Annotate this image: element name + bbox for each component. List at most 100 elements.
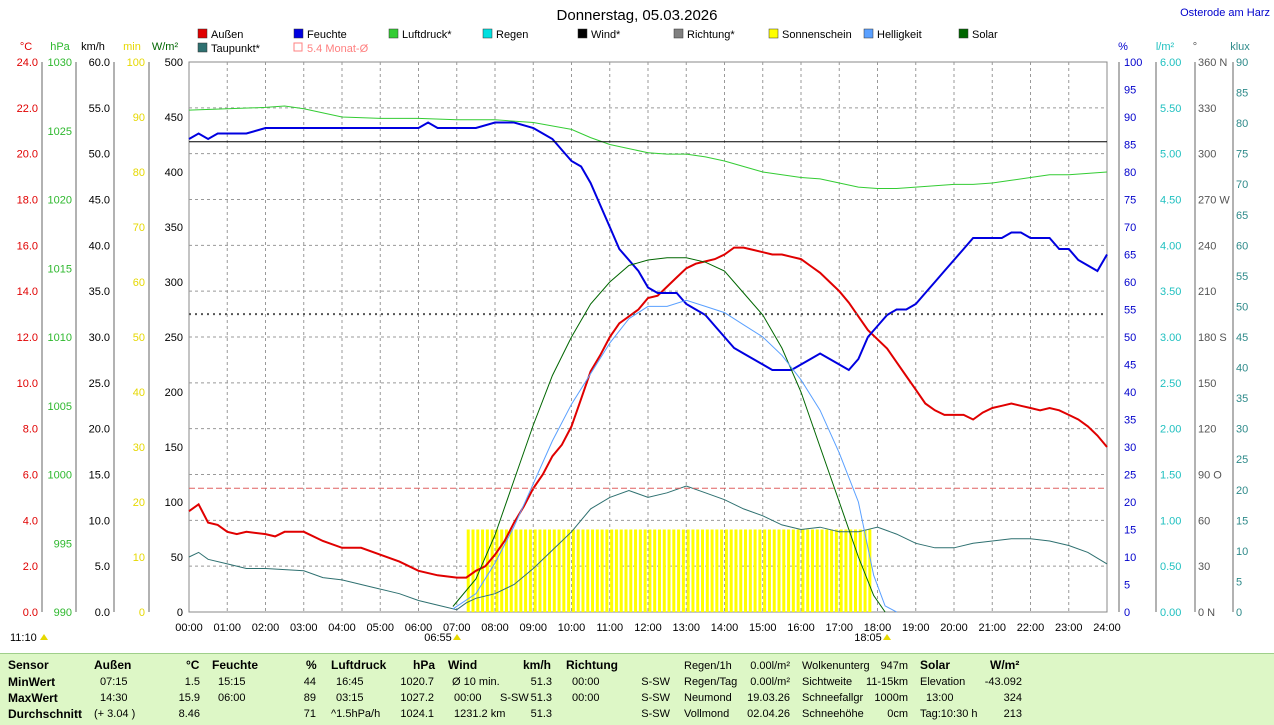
sunshine-bar xyxy=(557,529,561,612)
temp-axis-tick: 6.0 xyxy=(23,470,38,482)
lux-axis-tick: 85 xyxy=(1236,88,1248,100)
weather-value: 0cm xyxy=(887,708,908,720)
sunshine-bar xyxy=(729,529,733,612)
rain-axis-tick: 2.00 xyxy=(1160,424,1181,436)
stats-cell: 15:15 xyxy=(218,676,246,688)
stats-cell: 51.3 xyxy=(530,692,552,704)
x-tick-label: 03:00 xyxy=(290,622,318,634)
rain-value: 02.04.26 xyxy=(747,708,790,720)
humidity-axis-tick: 55 xyxy=(1124,305,1136,317)
humidity-axis-tick: 45 xyxy=(1124,360,1136,372)
direction-axis-tick: 300 xyxy=(1198,149,1216,161)
legend-label: Außen xyxy=(211,29,243,41)
legend-swatch xyxy=(293,42,303,52)
temp-axis-tick: 10.0 xyxy=(17,378,38,390)
sunshine-bar xyxy=(868,529,872,612)
solar-value: -43.092 xyxy=(984,676,1022,688)
sun-axis-tick: 20 xyxy=(133,497,145,509)
sunset-marker: 18:05 xyxy=(854,632,882,644)
now-marker: 11:10 xyxy=(10,632,37,644)
legend-swatch xyxy=(958,28,969,39)
stats-row-label: Durchschnitt xyxy=(8,707,83,721)
sunshine-bar xyxy=(509,529,513,612)
sunshine-bar xyxy=(495,529,499,612)
sunshine-bar xyxy=(839,529,843,612)
stats-cell: 44 xyxy=(303,676,316,688)
solar-axis-tick: 50 xyxy=(171,552,183,564)
sunshine-bar xyxy=(739,529,743,612)
solar-label: 13:00 xyxy=(926,692,954,704)
sunshine-bar xyxy=(581,529,585,612)
rain-value: 0.00l/m² xyxy=(750,676,790,688)
legend-label: Wind* xyxy=(591,29,621,41)
stats-header-aussen: Außen xyxy=(94,658,132,672)
sunshine-bar xyxy=(466,529,470,612)
stats-cell: 8.46 xyxy=(178,708,200,720)
chart-title: Donnerstag, 05.03.2026 xyxy=(557,7,718,24)
sunshine-bar xyxy=(471,529,475,612)
sun-axis-tick: 40 xyxy=(133,387,145,399)
lux-axis-tick: 75 xyxy=(1236,149,1248,161)
humidity-axis-tick: 20 xyxy=(1124,497,1136,509)
sunshine-bar xyxy=(481,529,485,612)
temp-axis-tick: 16.0 xyxy=(17,240,38,252)
sunshine-bar xyxy=(748,529,752,612)
sun-axis-tick: 10 xyxy=(133,552,145,564)
solar-axis-tick: 300 xyxy=(165,277,183,289)
sunshine-bar xyxy=(681,529,685,612)
sunshine-bar xyxy=(533,529,537,612)
sunshine-bar xyxy=(500,529,504,612)
sunshine-bar xyxy=(595,529,599,612)
stats-header-wind-unit: km/h xyxy=(523,658,552,672)
sunshine-bar xyxy=(504,529,508,612)
sun-axis-tick: 90 xyxy=(133,112,145,124)
rain-axis-unit: l/m² xyxy=(1156,41,1175,53)
pressure-axis-tick: 1020 xyxy=(48,195,72,207)
sunshine-bar xyxy=(567,529,571,612)
solar-axis-tick: 250 xyxy=(165,332,183,344)
stats-header-feuchte-unit: % xyxy=(306,658,317,672)
lux-axis-tick: 35 xyxy=(1236,393,1248,405)
legend-label: Helligkeit xyxy=(877,29,922,41)
sunshine-bar xyxy=(705,529,709,612)
stats-cell: 00:00 xyxy=(572,676,600,688)
lux-axis-tick: 50 xyxy=(1236,301,1248,313)
legend-label: Regen xyxy=(496,29,528,41)
sunshine-bar xyxy=(724,529,728,612)
legend-swatch xyxy=(577,28,588,39)
legend-label: Taupunkt* xyxy=(211,43,261,55)
solar-axis-tick: 150 xyxy=(165,442,183,454)
lux-axis-tick: 15 xyxy=(1236,515,1248,527)
x-tick-label: 08:00 xyxy=(481,622,509,634)
wind-axis-tick: 25.0 xyxy=(89,378,110,390)
sunshine-bar xyxy=(610,529,614,612)
sunshine-bar xyxy=(758,529,762,612)
rain-axis-tick: 0.00 xyxy=(1160,607,1181,619)
direction-axis-tick: 0 N xyxy=(1198,607,1215,619)
sunshine-bar xyxy=(825,529,829,612)
rain-label: Vollmond xyxy=(684,708,730,720)
x-tick-label: 23:00 xyxy=(1055,622,1083,634)
rain-label: Regen/1h xyxy=(684,660,732,672)
legend-swatch xyxy=(673,28,684,39)
sunshine-bar xyxy=(696,529,700,612)
rain-axis-tick: 1.50 xyxy=(1160,470,1181,482)
sunshine-bar xyxy=(543,529,547,612)
sunshine-bar xyxy=(806,529,810,612)
stats-header-luftdruck: Luftdruck xyxy=(331,658,387,672)
direction-axis-tick: 210 xyxy=(1198,286,1216,298)
wind-axis-tick: 45.0 xyxy=(89,195,110,207)
sunshine-bar xyxy=(538,529,542,612)
humidity-axis-tick: 90 xyxy=(1124,112,1136,124)
stats-cell: 51.3 xyxy=(530,708,552,720)
solar-axis-tick: 500 xyxy=(165,57,183,69)
wind-axis-tick: 50.0 xyxy=(89,149,110,161)
legend-swatch xyxy=(293,28,304,39)
x-tick-label: 14:00 xyxy=(711,622,739,634)
weather-label: Schneefallgr xyxy=(802,692,864,704)
sunshine-bar xyxy=(562,529,566,612)
sunshine-bar xyxy=(653,529,657,612)
wind-axis-unit: km/h xyxy=(81,41,105,53)
sunshine-bar xyxy=(591,529,595,612)
direction-axis-tick: 90 O xyxy=(1198,470,1222,482)
